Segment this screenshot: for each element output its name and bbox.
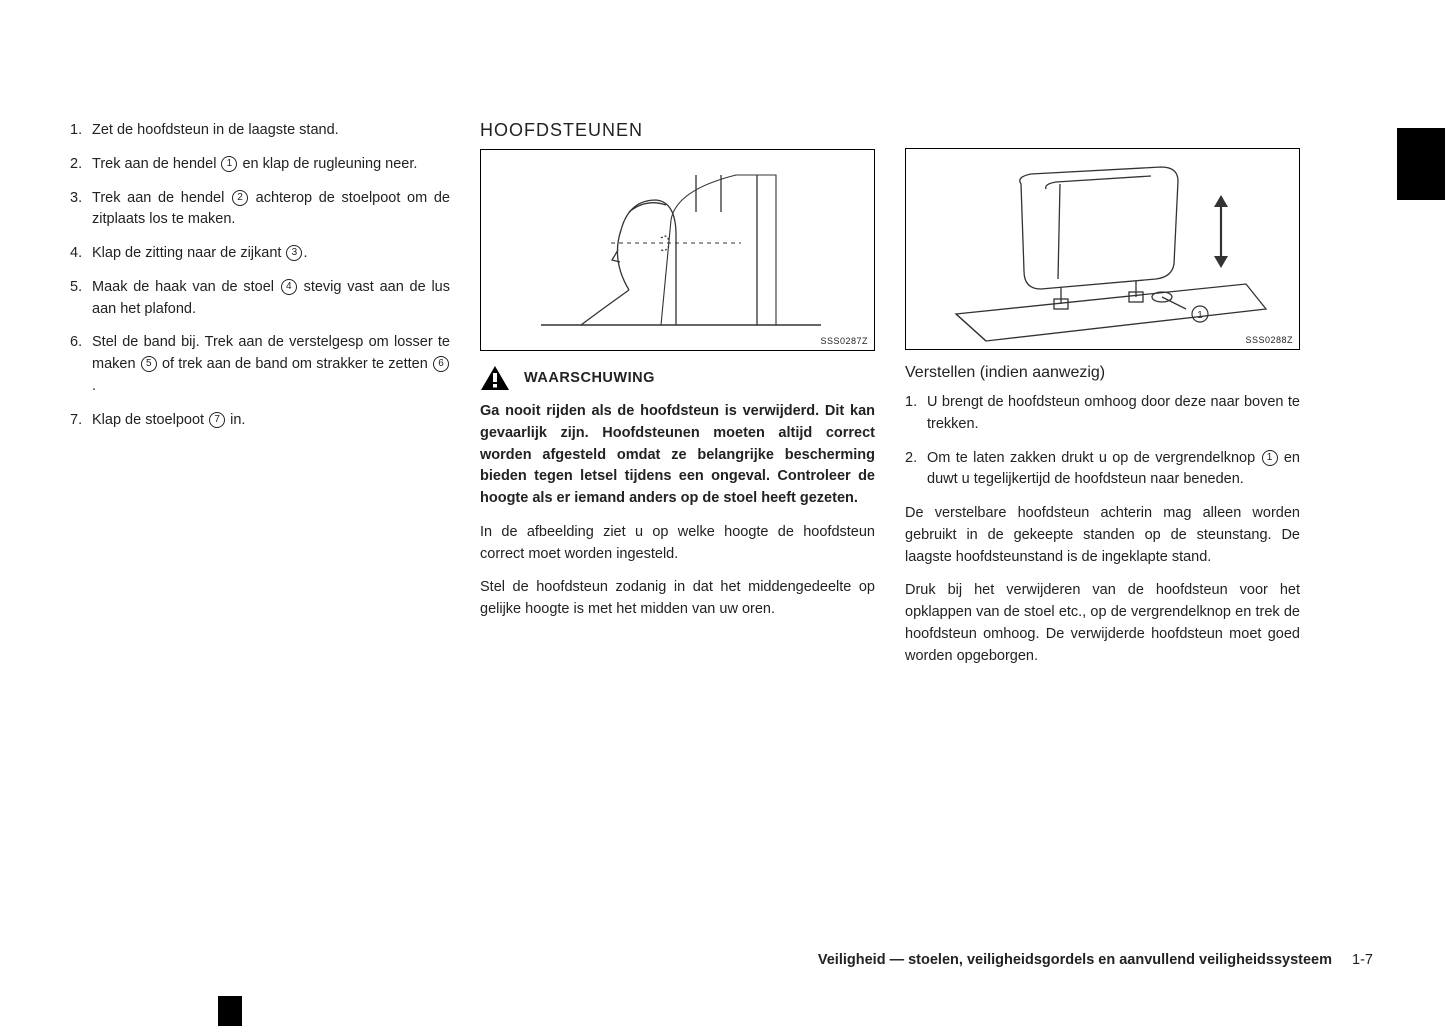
circled-number: 6 [433, 356, 449, 372]
bottom-tab [218, 996, 242, 1026]
footer-section-title: Veiligheid — stoelen, veiligheidsgordels… [818, 952, 1332, 968]
circled-number: 4 [281, 279, 297, 295]
step-text: Klap de stoelpoot [92, 412, 208, 428]
step-text: Trek aan de hendel [92, 156, 220, 172]
svg-text:1: 1 [1197, 310, 1203, 321]
circled-number: 7 [209, 412, 225, 428]
step-text: of trek aan de band om strakker te zette… [158, 356, 432, 372]
step-text: . [92, 378, 96, 394]
side-tab [1397, 128, 1445, 200]
warning-header: WAARSCHUWING [480, 365, 875, 391]
warning-body: Ga nooit rijden als de hoofdsteun is ver… [480, 401, 875, 510]
step-1: Zet de hoofdsteun in de laagste stand. [70, 120, 450, 142]
figure-label: SSS0287Z [820, 336, 868, 346]
step-text: Maak de haak van de stoel [92, 279, 280, 295]
step-3: Trek aan de hendel 2 achterop de stoelpo… [70, 188, 450, 232]
column-left: Zet de hoofdsteun in de laagste stand. T… [70, 120, 450, 679]
paragraph: Druk bij het verwijderen van de hoofdste… [905, 580, 1300, 667]
subheading: Verstellen (indien aanwezig) [905, 364, 1300, 382]
step-text: Om te laten zakken drukt u op de vergren… [927, 450, 1261, 466]
headrest-profile-illustration [481, 150, 874, 350]
step-text: Klap de zitting naar de zijkant [92, 245, 285, 261]
step-text: en klap de rugleuning neer. [238, 156, 417, 172]
footer-page-number: 1-7 [1352, 952, 1373, 968]
paragraph: De verstelbare hoofdsteun achterin mag a… [905, 503, 1300, 568]
column-right: 1 SSS0288Z Verstellen (indien aanwezig) … [905, 120, 1300, 679]
step-4: Klap de zitting naar de zijkant 3. [70, 243, 450, 265]
circled-number: 5 [141, 356, 157, 372]
step-text: . [303, 245, 307, 261]
column-middle: HOOFDSTEUNEN [480, 120, 875, 679]
adjust-step-1: U brengt de hoofdsteun omhoog door deze … [905, 392, 1300, 436]
circled-number: 3 [286, 245, 302, 261]
step-text: Zet de hoofdsteun in de laagste stand. [92, 122, 339, 138]
paragraph: In de afbeelding ziet u op welke hoogte … [480, 522, 875, 566]
step-text: Trek aan de hendel [92, 190, 231, 206]
warning-icon [480, 365, 510, 391]
section-heading: HOOFDSTEUNEN [480, 120, 875, 141]
headrest-adjust-illustration: 1 [906, 149, 1299, 349]
adjust-step-2: Om te laten zakken drukt u op de vergren… [905, 448, 1300, 492]
step-2: Trek aan de hendel 1 en klap de rugleuni… [70, 154, 450, 176]
instruction-list: Zet de hoofdsteun in de laagste stand. T… [70, 120, 450, 431]
figure-headrest-adjust: 1 SSS0288Z [905, 148, 1300, 350]
step-text: in. [226, 412, 245, 428]
step-text: U brengt de hoofdsteun omhoog door deze … [927, 394, 1300, 432]
warning-title: WAARSCHUWING [524, 370, 655, 386]
circled-number: 2 [232, 190, 248, 206]
step-5: Maak de haak van de stoel 4 stevig vast … [70, 277, 450, 321]
step-6: Stel de band bij. Trek aan de verstelges… [70, 332, 450, 397]
page-content: Zet de hoofdsteun in de laagste stand. T… [0, 0, 1445, 679]
adjust-steps: U brengt de hoofdsteun omhoog door deze … [905, 392, 1300, 491]
figure-headrest-profile: SSS0287Z [480, 149, 875, 351]
paragraph: Stel de hoofdsteun zodanig in dat het mi… [480, 577, 875, 621]
circled-number: 1 [221, 156, 237, 172]
figure-label: SSS0288Z [1245, 335, 1293, 345]
circled-number: 1 [1262, 450, 1278, 466]
step-7: Klap de stoelpoot 7 in. [70, 410, 450, 432]
page-footer: Veiligheid — stoelen, veiligheidsgordels… [818, 952, 1373, 968]
